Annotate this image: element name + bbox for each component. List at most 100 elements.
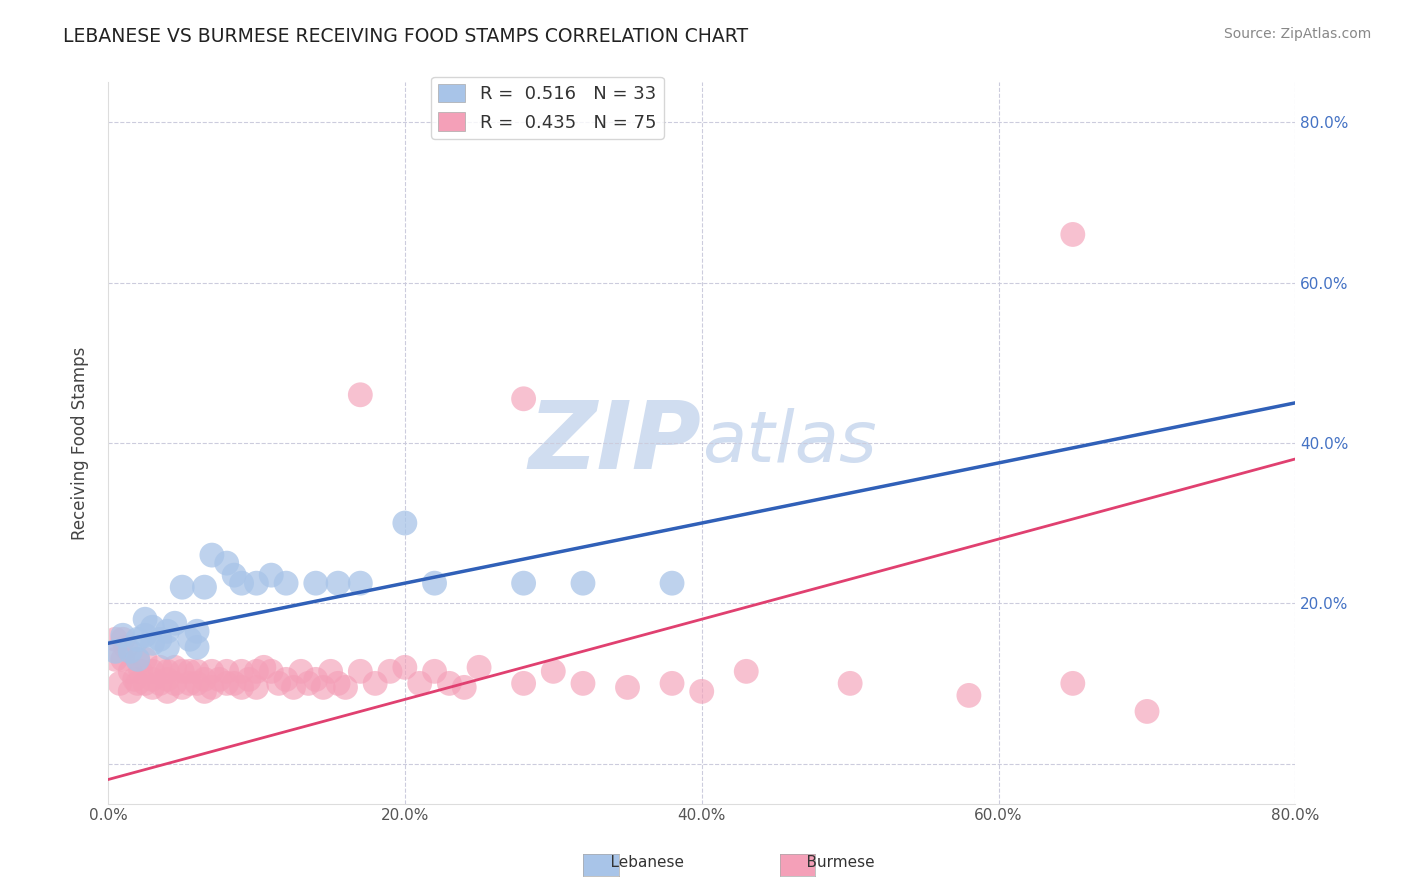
Point <box>156 684 179 698</box>
Point <box>172 681 194 695</box>
Point <box>208 673 231 687</box>
Point <box>129 665 152 679</box>
Point <box>127 652 149 666</box>
Point <box>616 681 638 695</box>
Point <box>156 640 179 655</box>
Point <box>297 676 319 690</box>
Text: Lebanese: Lebanese <box>591 855 683 870</box>
Point <box>201 665 224 679</box>
Point <box>690 684 713 698</box>
Point <box>394 516 416 530</box>
Point <box>141 620 163 634</box>
Point <box>114 640 136 655</box>
Point <box>224 676 246 690</box>
Point <box>439 676 461 690</box>
Point <box>108 676 131 690</box>
Point <box>572 576 595 591</box>
Point <box>260 665 283 679</box>
Point <box>156 665 179 679</box>
Point <box>127 676 149 690</box>
Point <box>1062 676 1084 690</box>
Point <box>193 580 215 594</box>
Point <box>111 632 134 647</box>
Point <box>156 673 179 687</box>
Point <box>111 652 134 666</box>
Point <box>326 576 349 591</box>
Point <box>120 644 142 658</box>
Point <box>120 665 142 679</box>
Point <box>149 632 172 647</box>
Point <box>193 684 215 698</box>
Point <box>215 665 238 679</box>
Point <box>215 676 238 690</box>
Point <box>104 644 127 658</box>
Point <box>543 665 565 679</box>
Point <box>163 616 186 631</box>
Text: Burmese: Burmese <box>787 855 875 870</box>
Point <box>201 681 224 695</box>
Point <box>453 681 475 695</box>
Point <box>253 660 276 674</box>
Point <box>245 681 267 695</box>
Point <box>735 665 758 679</box>
Point <box>409 676 432 690</box>
Point <box>423 576 446 591</box>
Point <box>172 665 194 679</box>
Point <box>305 673 328 687</box>
Point <box>127 632 149 647</box>
Point <box>104 632 127 647</box>
Text: ZIP: ZIP <box>529 397 702 489</box>
Point <box>349 388 371 402</box>
Point <box>468 660 491 674</box>
Point <box>186 624 208 639</box>
Point <box>512 392 534 406</box>
Point <box>245 665 267 679</box>
Point <box>193 673 215 687</box>
Point <box>245 576 267 591</box>
Point <box>141 636 163 650</box>
Point <box>839 676 862 690</box>
Point <box>305 576 328 591</box>
Point <box>127 652 149 666</box>
Point <box>349 665 371 679</box>
Point <box>134 676 156 690</box>
Point <box>260 568 283 582</box>
Point <box>231 681 253 695</box>
Point <box>957 689 980 703</box>
Point <box>349 576 371 591</box>
Y-axis label: Receiving Food Stamps: Receiving Food Stamps <box>72 346 89 540</box>
Point <box>378 665 401 679</box>
Point <box>134 652 156 666</box>
Point <box>290 665 312 679</box>
Point <box>186 640 208 655</box>
Point <box>661 676 683 690</box>
Point <box>163 660 186 674</box>
Point <box>661 576 683 591</box>
Point <box>104 652 127 666</box>
Point <box>364 676 387 690</box>
Point <box>238 673 260 687</box>
Point <box>224 568 246 582</box>
Point <box>572 676 595 690</box>
Point <box>394 660 416 674</box>
Point <box>274 673 297 687</box>
Point <box>134 628 156 642</box>
Point <box>423 665 446 679</box>
Point <box>274 576 297 591</box>
Point <box>156 624 179 639</box>
Point <box>141 665 163 679</box>
Point <box>335 681 357 695</box>
Point <box>512 576 534 591</box>
Point <box>215 556 238 570</box>
Point <box>512 676 534 690</box>
Point <box>179 665 201 679</box>
Point <box>111 628 134 642</box>
Point <box>283 681 305 695</box>
Point <box>179 632 201 647</box>
Point <box>124 673 146 687</box>
Point <box>312 681 335 695</box>
Point <box>134 612 156 626</box>
Point <box>149 676 172 690</box>
Point <box>186 665 208 679</box>
Point <box>319 665 342 679</box>
